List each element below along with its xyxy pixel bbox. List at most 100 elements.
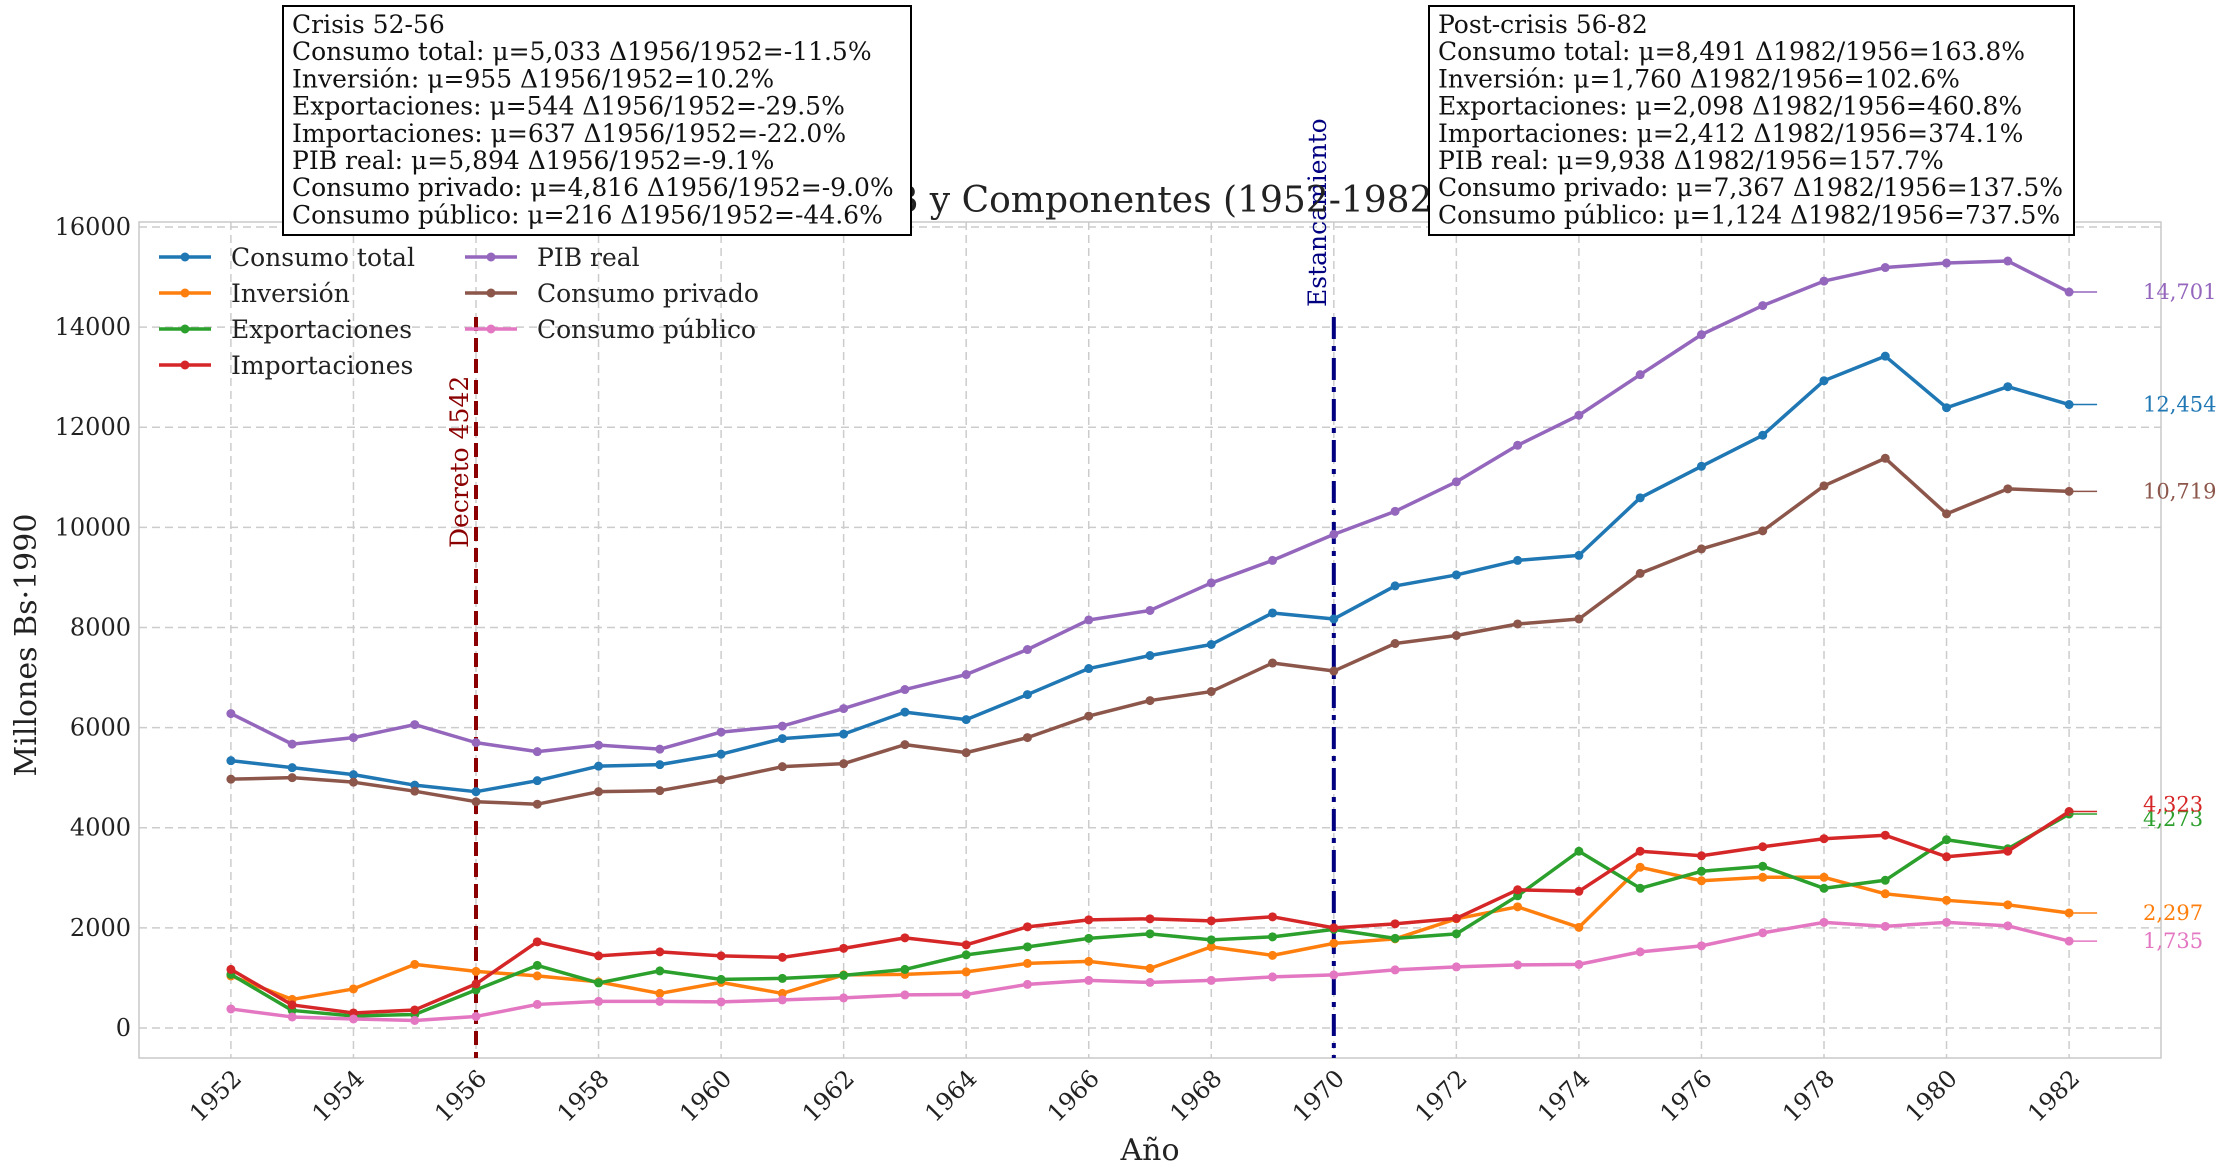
series-consumo-público <box>226 917 2074 1025</box>
annotation-line: Crisis 52-56 <box>292 10 445 39</box>
data-point <box>1390 639 1400 649</box>
data-point <box>655 760 665 770</box>
legend-label: Consumo público <box>537 315 756 344</box>
data-point <box>1513 885 1523 895</box>
data-point <box>410 786 420 796</box>
annotation-line: PIB real: μ=9,938 Δ1982/1956=157.7% <box>1438 146 1944 175</box>
data-point <box>594 761 604 771</box>
data-point <box>961 950 971 960</box>
annotation-line: Consumo total: μ=5,033 Δ1956/1952=-11.5% <box>292 37 872 66</box>
event-lines: Decreto 4542 Estancamiento <box>445 118 1336 1058</box>
data-point <box>1268 950 1278 960</box>
data-point <box>1022 922 1032 932</box>
data-point <box>900 740 910 750</box>
data-point <box>1696 330 1706 340</box>
data-point <box>839 729 849 739</box>
data-point <box>1145 696 1155 706</box>
data-point <box>1574 886 1584 896</box>
data-point <box>1145 651 1155 661</box>
x-tick-label: 1966 <box>1042 1064 1105 1127</box>
data-point <box>1390 919 1400 929</box>
data-point <box>1942 835 1952 845</box>
data-point <box>839 970 849 980</box>
data-point <box>1022 958 1032 968</box>
data-point <box>1696 461 1706 471</box>
legend-label: Consumo total <box>231 243 415 272</box>
data-point <box>1513 902 1523 912</box>
data-point <box>1022 979 1032 989</box>
event-line-label: Estancamiento <box>1303 118 1332 307</box>
data-point <box>348 1014 358 1024</box>
y-tick-label: 4000 <box>70 814 131 842</box>
data-point <box>1574 846 1584 856</box>
data-point <box>1696 851 1706 861</box>
data-point <box>1084 711 1094 721</box>
annotation-line: Exportaciones: μ=544 Δ1956/1952=-29.5% <box>292 92 845 121</box>
data-point <box>594 978 604 988</box>
data-point <box>226 964 236 974</box>
data-point <box>532 799 542 809</box>
data-point <box>2003 921 2013 931</box>
data-point <box>1574 410 1584 420</box>
data-point <box>1635 947 1645 957</box>
data-point <box>1329 614 1339 624</box>
data-point <box>1145 914 1155 924</box>
data-point <box>471 787 481 797</box>
data-point <box>410 1005 420 1015</box>
data-point <box>1206 916 1216 926</box>
data-point <box>1513 555 1523 565</box>
y-tick-label: 12000 <box>55 413 131 441</box>
data-point <box>839 759 849 769</box>
end-label: 12,454 <box>2143 393 2216 417</box>
data-point <box>471 979 481 989</box>
data-point <box>1145 977 1155 987</box>
data-point <box>716 997 726 1007</box>
data-point <box>1758 928 1768 938</box>
data-point <box>1635 883 1645 893</box>
plot-frame <box>138 221 2162 1059</box>
legend-item: Consumo público <box>465 315 756 344</box>
y-axis: 0 2000 4000 6000 8000 10000 12000 14000 16000 <box>55 213 131 1042</box>
data-point <box>961 670 971 680</box>
legend-marker <box>180 324 190 334</box>
series-consumo-total <box>226 351 2074 797</box>
data-point <box>1022 942 1032 952</box>
data-point <box>1145 605 1155 615</box>
data-point <box>961 989 971 999</box>
series-importaciones <box>226 807 2074 1018</box>
x-tick-label: 1962 <box>797 1064 860 1127</box>
x-tick-label: 1952 <box>184 1064 247 1127</box>
data-point <box>532 960 542 970</box>
data-point <box>716 727 726 737</box>
data-point <box>1084 615 1094 625</box>
data-point <box>1268 608 1278 618</box>
annotation-frame <box>282 5 912 236</box>
data-point <box>1819 883 1829 893</box>
end-label: 10,719 <box>2143 479 2216 503</box>
data-point <box>471 966 481 976</box>
annotation-frame <box>1428 5 2075 236</box>
data-point <box>1942 258 1952 268</box>
data-point <box>777 995 787 1005</box>
chart-title: PIB y Componentes (1952-1982) <box>853 180 1446 221</box>
data-point <box>287 1000 297 1010</box>
legend: Consumo total Inversión Exportaciones Impor… <box>159 243 759 380</box>
data-point <box>287 739 297 749</box>
data-point <box>1390 506 1400 516</box>
data-point <box>1206 578 1216 588</box>
x-tick-label: 1956 <box>429 1064 492 1127</box>
data-point <box>1758 301 1768 311</box>
data-point <box>839 704 849 714</box>
data-point <box>961 715 971 725</box>
data-point <box>777 988 787 998</box>
series-pib-real <box>226 256 2074 757</box>
data-point <box>1758 861 1768 871</box>
data-point <box>1022 690 1032 700</box>
data-point <box>1758 430 1768 440</box>
data-point <box>1268 658 1278 668</box>
x-tick-label: 1968 <box>1165 1064 1228 1127</box>
legend-marker <box>180 252 190 262</box>
